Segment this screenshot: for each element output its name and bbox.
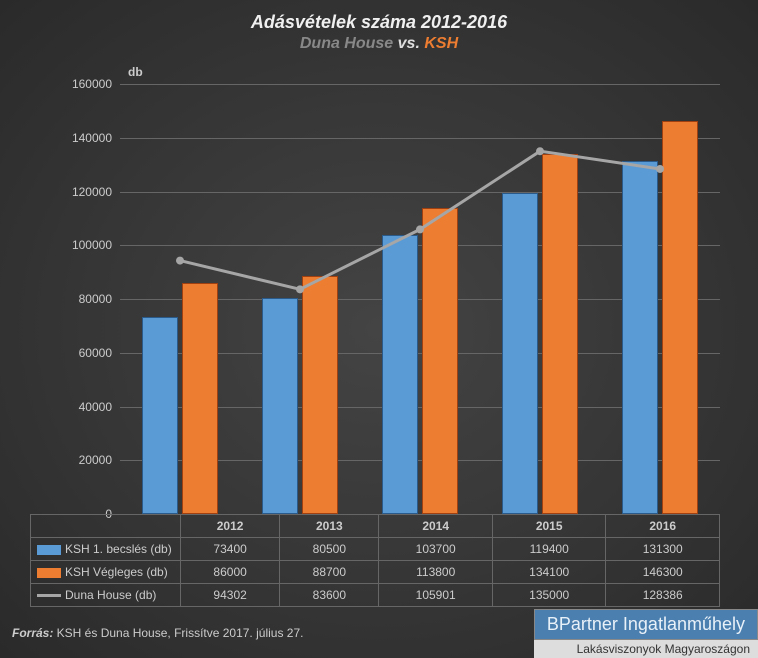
subtitle-vs: vs.: [393, 35, 424, 52]
line-svg: [120, 84, 720, 514]
table-row: KSH Végleges (db) 86000887001138001341001…: [31, 561, 720, 584]
y-tick-label: 60000: [62, 346, 112, 360]
legend-label: Duna House (db): [65, 588, 156, 602]
table-cell: 134100: [492, 561, 606, 584]
line-marker: [416, 225, 424, 233]
badge-brand: BPartner Ingatlanműhely: [534, 609, 758, 640]
line-marker: [176, 257, 184, 265]
legend-swatch: [37, 545, 61, 555]
line-duna: [180, 151, 660, 289]
table-cell: 80500: [280, 538, 379, 561]
badge-tagline: Lakásviszonyok Magyaroszágon: [534, 640, 758, 658]
table-cell: 113800: [379, 561, 493, 584]
subtitle-b: KSH: [424, 35, 458, 52]
y-tick-label: 140000: [62, 131, 112, 145]
y-tick-label: 120000: [62, 185, 112, 199]
y-axis-unit: db: [128, 65, 143, 79]
table-cell: 135000: [492, 584, 606, 607]
chart-title: Adásvételek száma 2012-2016: [0, 12, 758, 33]
table-body: KSH 1. becslés (db) 734008050010370011940…: [31, 538, 720, 607]
table-year-header: 2013: [280, 515, 379, 538]
table-year-header: 2016: [606, 515, 720, 538]
source-body: KSH és Duna House, Frissítve 2017. júliu…: [53, 626, 303, 640]
legend-cell: Duna House (db): [31, 584, 181, 607]
y-tick-label: 40000: [62, 400, 112, 414]
table-header-row: 20122013201420152016: [31, 515, 720, 538]
data-table: 20122013201420152016 KSH 1. becslés (db)…: [30, 514, 720, 607]
legend-swatch: [37, 594, 61, 597]
table-cell: 94302: [181, 584, 280, 607]
legend-cell: KSH Végleges (db): [31, 561, 181, 584]
table-row: Duna House (db) 9430283600105901135000128…: [31, 584, 720, 607]
title-block: Adásvételek száma 2012-2016 Duna House v…: [0, 0, 758, 53]
legend-label: KSH 1. becslés (db): [65, 542, 172, 556]
subtitle-a: Duna House: [300, 35, 393, 52]
table-year-header: 2012: [181, 515, 280, 538]
y-tick-label: 20000: [62, 453, 112, 467]
table-cell: 128386: [606, 584, 720, 607]
chart-subtitle: Duna House vs. KSH: [0, 35, 758, 53]
line-marker: [656, 165, 664, 173]
plot-area: 0200004000060000800001000001200001400001…: [120, 84, 720, 514]
table-cell: 119400: [492, 538, 606, 561]
y-tick-label: 100000: [62, 238, 112, 252]
table-cell: 86000: [181, 561, 280, 584]
table-year-header: 2015: [492, 515, 606, 538]
table-cell: 73400: [181, 538, 280, 561]
table-cell: 103700: [379, 538, 493, 561]
legend-label: KSH Végleges (db): [65, 565, 168, 579]
table-year-header: 2014: [379, 515, 493, 538]
legend-cell: KSH 1. becslés (db): [31, 538, 181, 561]
table-cell: 88700: [280, 561, 379, 584]
y-tick-label: 80000: [62, 292, 112, 306]
table-cell: 105901: [379, 584, 493, 607]
source-text: Forrás: KSH és Duna House, Frissítve 201…: [12, 626, 303, 640]
chart-container: Adásvételek száma 2012-2016 Duna House v…: [0, 0, 758, 658]
table-cell: 83600: [280, 584, 379, 607]
footer-badge: BPartner Ingatlanműhely Lakásviszonyok M…: [534, 609, 758, 658]
y-tick-label: 160000: [62, 77, 112, 91]
table-cell: 146300: [606, 561, 720, 584]
legend-swatch: [37, 568, 61, 578]
source-label: Forrás:: [12, 626, 53, 640]
table-cell: 131300: [606, 538, 720, 561]
table-corner: [31, 515, 181, 538]
line-marker: [536, 147, 544, 155]
table-row: KSH 1. becslés (db) 734008050010370011940…: [31, 538, 720, 561]
line-layer: [120, 84, 720, 514]
line-marker: [296, 285, 304, 293]
